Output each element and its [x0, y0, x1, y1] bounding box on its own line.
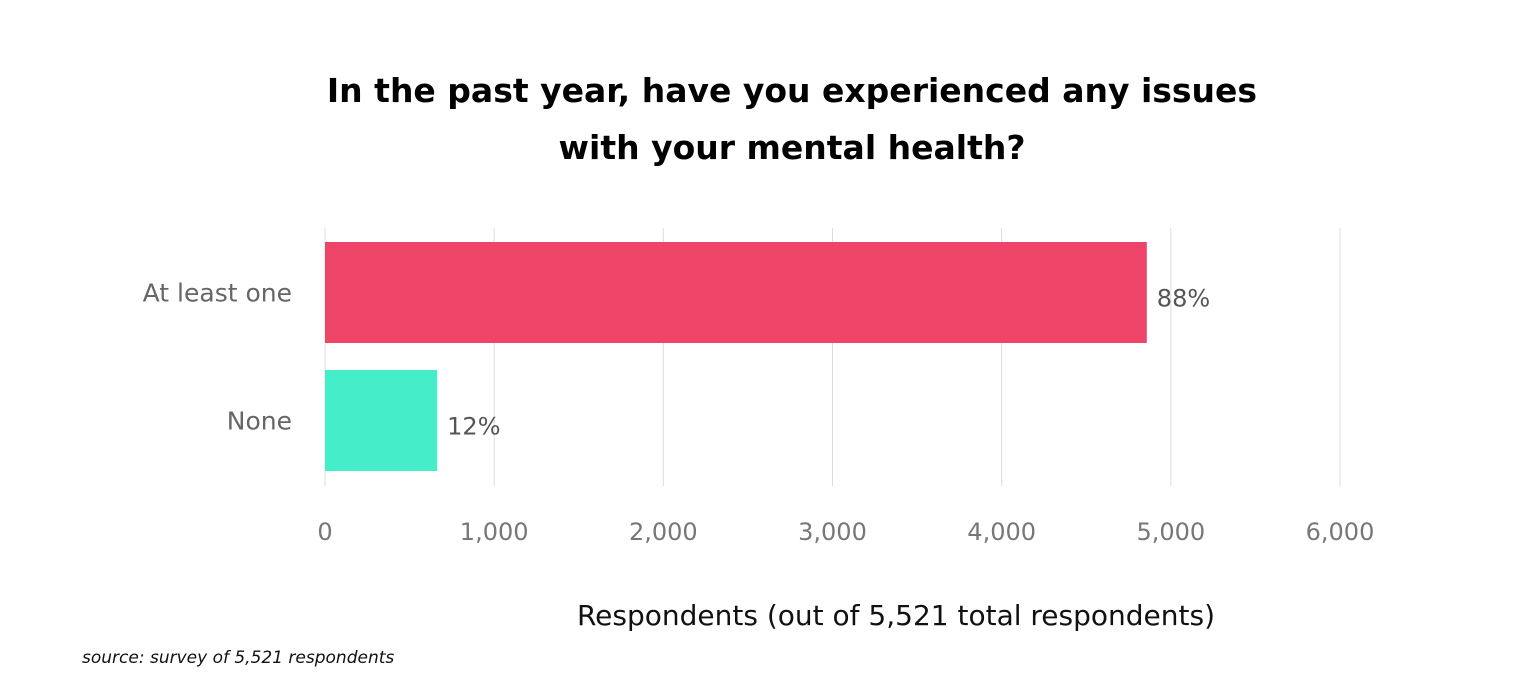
category-label: None	[227, 407, 292, 436]
data-label: 12%	[447, 413, 500, 441]
data-label: 88%	[1157, 285, 1210, 313]
chart-title: In the past year, have you experienced a…	[0, 62, 1536, 176]
category-label: At least one	[143, 279, 292, 308]
bar-at-least-one	[325, 242, 1147, 343]
x-tick-label: 4,000	[967, 518, 1036, 546]
x-tick-label: 6,000	[1306, 518, 1375, 546]
chart-title-line-2: with your mental health?	[558, 128, 1026, 167]
x-tick-label: 0	[317, 518, 332, 546]
x-tick-label: 3,000	[798, 518, 867, 546]
bar-none	[325, 370, 438, 471]
x-tick-label: 5,000	[1136, 518, 1205, 546]
x-axis-label: Respondents (out of 5,521 total responde…	[577, 599, 1215, 632]
source-note: source: survey of 5,521 respondents	[82, 648, 395, 668]
chart-title-line-1: In the past year, have you experienced a…	[326, 71, 1258, 110]
x-tick-label: 2,000	[629, 518, 698, 546]
x-tick-label: 1,000	[460, 518, 529, 546]
